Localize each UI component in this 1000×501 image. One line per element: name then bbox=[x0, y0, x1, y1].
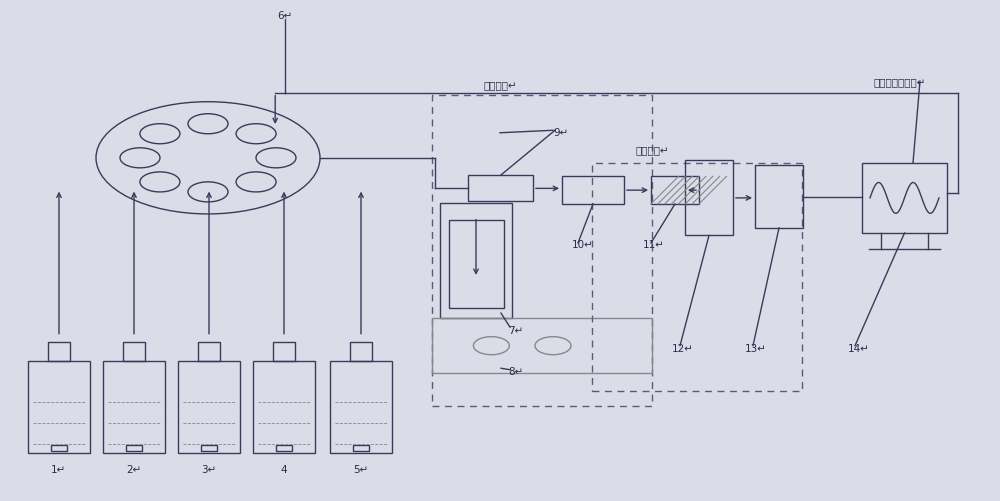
Bar bbox=[685, 160, 733, 235]
Bar bbox=[562, 176, 624, 204]
Text: 1↵: 1↵ bbox=[51, 465, 67, 475]
Text: 5↵: 5↵ bbox=[353, 465, 369, 475]
Text: 7↵: 7↵ bbox=[508, 326, 523, 336]
Text: 14↵: 14↵ bbox=[848, 344, 870, 354]
Bar bbox=[178, 361, 240, 453]
Bar bbox=[126, 445, 142, 451]
Bar bbox=[449, 220, 504, 308]
Bar bbox=[862, 163, 947, 233]
Bar bbox=[51, 445, 67, 451]
Text: 8↵: 8↵ bbox=[508, 367, 523, 377]
Bar bbox=[276, 445, 292, 451]
Bar bbox=[330, 361, 392, 453]
Bar bbox=[353, 445, 369, 451]
Bar bbox=[201, 445, 217, 451]
Text: 2↵: 2↵ bbox=[126, 465, 142, 475]
Text: 9↵: 9↵ bbox=[553, 128, 568, 138]
Bar bbox=[350, 342, 372, 361]
Text: 13↵: 13↵ bbox=[745, 344, 767, 354]
Text: 6↵: 6↵ bbox=[277, 11, 293, 21]
Bar bbox=[273, 342, 295, 361]
Bar bbox=[432, 95, 652, 406]
Text: 4: 4 bbox=[281, 465, 287, 475]
Text: 3↵: 3↵ bbox=[201, 465, 217, 475]
Bar bbox=[123, 342, 145, 361]
Bar bbox=[198, 342, 220, 361]
Bar bbox=[48, 342, 70, 361]
Bar bbox=[755, 165, 803, 228]
Bar bbox=[28, 361, 90, 453]
Text: 荧光分光光度计↵: 荧光分光光度计↵ bbox=[874, 78, 926, 88]
Bar bbox=[440, 203, 512, 318]
Bar bbox=[592, 163, 802, 391]
Bar bbox=[103, 361, 165, 453]
Bar bbox=[651, 176, 699, 204]
Text: 反应装置↵: 反应装置↵ bbox=[483, 80, 517, 90]
Text: 过滤装置↵: 过滤装置↵ bbox=[635, 145, 669, 155]
Text: 11↵: 11↵ bbox=[643, 240, 665, 250]
Bar bbox=[253, 361, 315, 453]
Text: 10↵: 10↵ bbox=[572, 240, 594, 250]
Text: 12↵: 12↵ bbox=[672, 344, 694, 354]
Bar bbox=[432, 318, 652, 373]
Bar bbox=[468, 175, 533, 201]
